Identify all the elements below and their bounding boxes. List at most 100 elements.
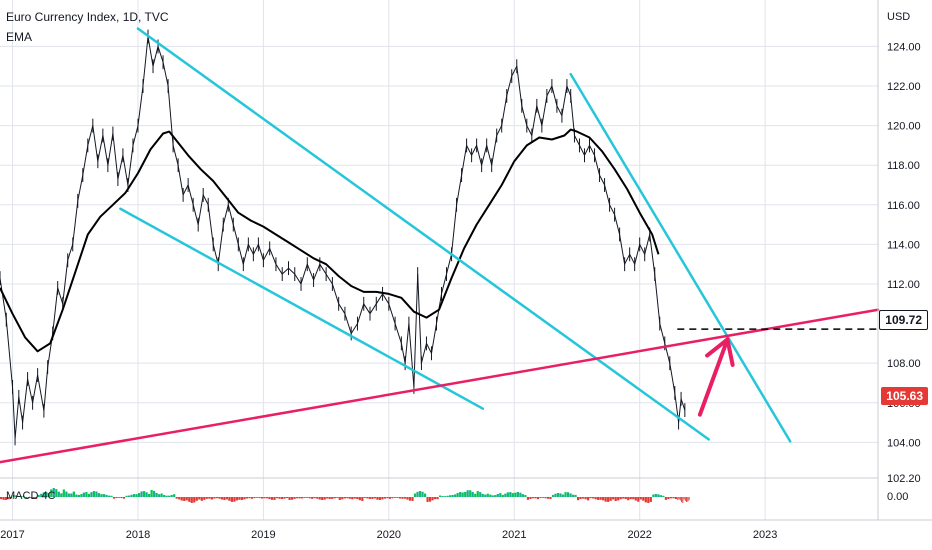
macd-bar xyxy=(529,497,532,499)
macd-bar xyxy=(92,491,96,497)
macd-bar xyxy=(218,497,221,499)
macd-bar xyxy=(87,493,91,497)
arrow-shaft xyxy=(697,337,730,417)
macd-bar xyxy=(589,497,592,499)
macd-label: MACD 4C xyxy=(6,490,56,502)
macd-bar xyxy=(408,497,412,501)
macd-bar xyxy=(516,492,519,497)
y-tick-label: 120.00 xyxy=(887,121,921,133)
target-level-badge: 109.72 xyxy=(879,310,928,330)
macd-bar xyxy=(594,497,597,500)
trendline-layer xyxy=(0,27,880,464)
channel-upper-line xyxy=(136,27,710,441)
macd-bar xyxy=(5,497,8,500)
macd-bar xyxy=(32,497,35,499)
macd-bar xyxy=(112,497,116,499)
x-tick-label: 2019 xyxy=(251,529,275,541)
macd-bar xyxy=(142,491,146,497)
macd-bar xyxy=(376,497,379,500)
macd-bar xyxy=(220,497,223,500)
macd-bar xyxy=(679,497,681,501)
macd-bar xyxy=(145,492,148,497)
macd-bar xyxy=(35,497,38,499)
macd-bar xyxy=(599,497,602,500)
macd-bar xyxy=(348,497,351,499)
macd-bar xyxy=(559,493,562,497)
macd-bar xyxy=(539,497,542,498)
y-tick-label: 116.00 xyxy=(887,200,920,212)
macd-bar xyxy=(476,491,479,497)
macd-bar xyxy=(17,495,20,497)
macd-bar xyxy=(587,497,590,501)
y-tick-label: 112.00 xyxy=(887,279,920,291)
macd-bar xyxy=(0,497,3,500)
macd-bar xyxy=(619,497,622,500)
macd-bar xyxy=(604,497,607,502)
macd-bar xyxy=(55,489,58,497)
macd-bar xyxy=(672,497,675,499)
macd-bar xyxy=(188,497,191,502)
macd-bar xyxy=(190,497,193,503)
macd-bar xyxy=(275,497,279,499)
channel-lower-line xyxy=(119,207,485,410)
macd-bar xyxy=(132,494,136,497)
macd-bar xyxy=(536,497,540,500)
macd-bar xyxy=(298,497,301,499)
macd-bar xyxy=(682,497,684,503)
macd-bar xyxy=(105,494,108,497)
macd-bar xyxy=(235,497,239,501)
macd-bar xyxy=(632,497,635,500)
macd-bar xyxy=(117,497,121,498)
macd-bar xyxy=(301,497,304,499)
macd-bar xyxy=(584,497,587,500)
macd-bar xyxy=(198,497,201,500)
macd-bar xyxy=(343,497,346,499)
macd-bar xyxy=(386,497,389,499)
macd-bar xyxy=(326,497,329,499)
macd-bar xyxy=(65,491,68,497)
macd-bar xyxy=(642,497,645,501)
macd-bar xyxy=(180,497,183,501)
macd-bar xyxy=(178,497,181,500)
macd-bar xyxy=(313,497,316,499)
macd-bar xyxy=(686,497,688,502)
macd-bar xyxy=(481,493,484,497)
macd-bar xyxy=(428,497,432,502)
macd-bar xyxy=(250,497,254,499)
macd-bar xyxy=(449,495,452,497)
macd-bar xyxy=(564,492,567,497)
macd-bar xyxy=(285,497,289,499)
macd-bar xyxy=(662,495,665,497)
macd-bar xyxy=(200,497,203,501)
macd-tick-label: 0.00 xyxy=(887,491,908,503)
macd-bar xyxy=(27,497,30,498)
macd-bar xyxy=(511,493,514,497)
macd-bar xyxy=(346,497,349,499)
price-layer xyxy=(0,29,686,446)
macd-bar xyxy=(574,494,577,497)
macd-bar xyxy=(489,494,492,497)
x-tick-label: 2017 xyxy=(0,529,24,541)
macd-bar xyxy=(115,497,118,499)
macd-bar xyxy=(381,497,384,500)
macd-bar xyxy=(436,497,439,500)
macd-bar xyxy=(627,497,630,501)
macd-bar xyxy=(667,497,670,500)
macd-bar xyxy=(311,497,314,499)
macd-bar xyxy=(258,497,261,499)
macd-bar xyxy=(501,494,504,497)
macd-bar xyxy=(153,490,156,497)
macd-bar xyxy=(581,497,585,499)
macd-bar xyxy=(137,493,141,497)
macd-bar xyxy=(100,494,103,497)
x-tick-label: 2021 xyxy=(502,529,526,541)
macd-bar xyxy=(205,497,208,499)
macd-bar xyxy=(629,497,632,500)
macd-bar xyxy=(150,490,153,497)
macd-bar xyxy=(466,490,469,497)
macd-bar xyxy=(406,497,409,500)
currency-label: USD xyxy=(887,11,910,23)
macd-bar xyxy=(681,497,683,503)
macd-bar xyxy=(534,497,537,499)
